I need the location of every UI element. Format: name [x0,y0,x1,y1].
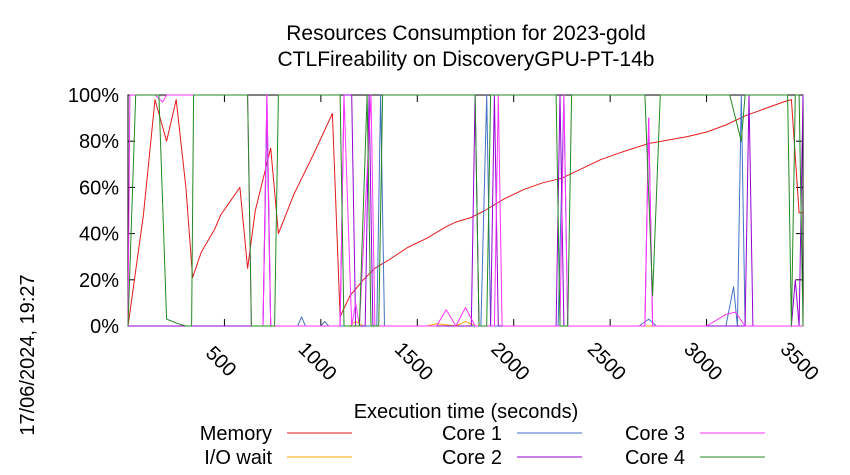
legend-label-core-1: Core 1 [442,423,502,445]
y-tick-label: 40% [79,224,119,246]
legend-label-i-o-wait: I/O wait [204,447,272,469]
series-line-core-1 [128,94,803,327]
x-tick-label: 2000 [486,338,533,385]
x-tick-label: 500 [201,342,240,381]
timestamp-label: 17/06/2024, 19:27 [17,274,39,435]
series-line-core-4 [127,94,804,327]
x-tick-label: 1000 [294,338,341,385]
series-line-i-o-wait [128,320,803,327]
chart-title: Resources Consumption for 2023-gold [286,22,646,45]
series-layer [127,94,804,327]
chart-subtitle: CTLFireability on DiscoveryGPU-PT-14b [278,48,655,71]
series-line-memory [127,99,803,327]
y-tick-label: 0% [90,316,119,338]
y-tick-label: 60% [79,177,119,199]
series-line-core-3 [127,94,803,327]
x-axis: 500 1000 1500 2000 2500 3000 3500 [201,95,823,385]
legend-label-core-2: Core 2 [442,447,502,469]
x-tick-label: 3500 [776,338,823,385]
x-axis-label: Execution time (seconds) [354,401,579,423]
x-tick-label: 3000 [679,338,726,385]
x-tick-label: 2500 [583,338,630,385]
y-tick-label: 100% [68,85,119,107]
y-axis: 0% 20% 40% 60% 80% 100% [68,85,803,338]
y-tick-label: 20% [79,270,119,292]
legend-label-core-3: Core 3 [625,423,685,445]
x-tick-label: 1500 [390,338,437,385]
series-line-core-2 [128,94,804,327]
legend: Memory Core 1 Core 3 I/O wait Core 2 Core 4 [200,423,765,469]
legend-label-memory: Memory [200,423,272,445]
legend-label-core-4: Core 4 [625,447,685,469]
y-tick-label: 80% [79,131,119,153]
plot-frame [127,94,804,327]
